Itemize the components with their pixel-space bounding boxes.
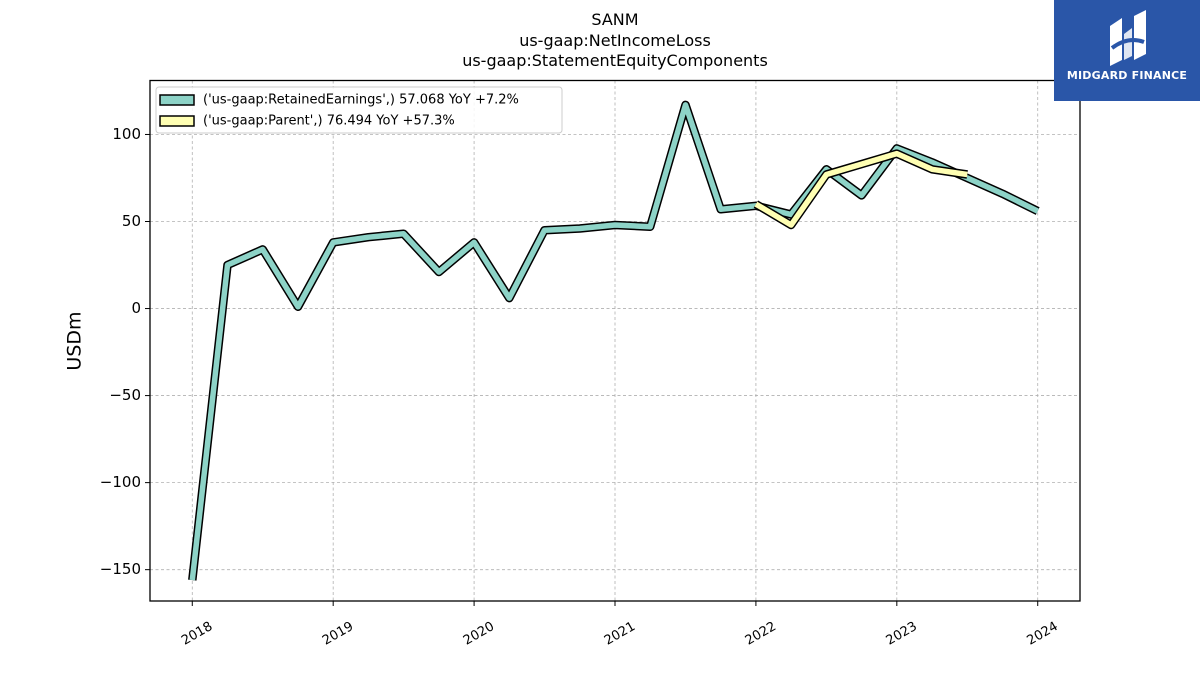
series-1 (188, 100, 1040, 581)
x-tick-label: 2023 (884, 619, 920, 649)
legend: ('us-gaap:RetainedEarnings',) 57.068 YoY… (155, 86, 563, 134)
y-axis-label: USDm (64, 311, 86, 370)
x-tick-label: 2021 (602, 619, 638, 649)
midgard-logo-icon (1110, 10, 1146, 66)
legend-swatch (159, 115, 195, 127)
chart-title-line-3: us-gaap:StatementEquityComponents (462, 51, 768, 70)
legend-label: ('us-gaap:Parent',) 76.494 YoY +57.3% (203, 114, 455, 129)
y-tick-label: −50 (109, 386, 141, 404)
y-tick-label: 0 (131, 299, 141, 317)
chart-title-line-2: us-gaap:NetIncomeLoss (519, 30, 711, 50)
x-tick-label: 2018 (179, 619, 215, 649)
x-tick-label: 2022 (743, 619, 779, 649)
y-tick-label: −100 (100, 473, 141, 491)
y-tick-label: 100 (112, 125, 141, 143)
x-tick-label: 2024 (1025, 619, 1061, 649)
series-lines (188, 100, 1040, 581)
series-line (754, 150, 968, 228)
legend-swatch (159, 94, 195, 106)
series-2 (753, 149, 968, 230)
legend-label: ('us-gaap:RetainedEarnings',) 57.068 YoY… (203, 93, 519, 108)
series-line (189, 102, 1039, 581)
legend-box (155, 86, 563, 134)
y-tick-label: −150 (100, 560, 141, 578)
x-tick-label: 2019 (320, 619, 356, 649)
logo-text: MIDGARD FINANCE (1066, 69, 1188, 82)
x-tick-label: 2020 (461, 619, 497, 649)
y-tick-label: 50 (122, 212, 141, 230)
chart-title-line-1: SANM (591, 10, 639, 29)
grid (150, 80, 1080, 601)
chart-title: SANM us-gaap:NetIncomeLoss us-gaap:State… (150, 10, 1080, 72)
midgard-finance-logo: MIDGARD FINANCE (1054, 0, 1200, 101)
